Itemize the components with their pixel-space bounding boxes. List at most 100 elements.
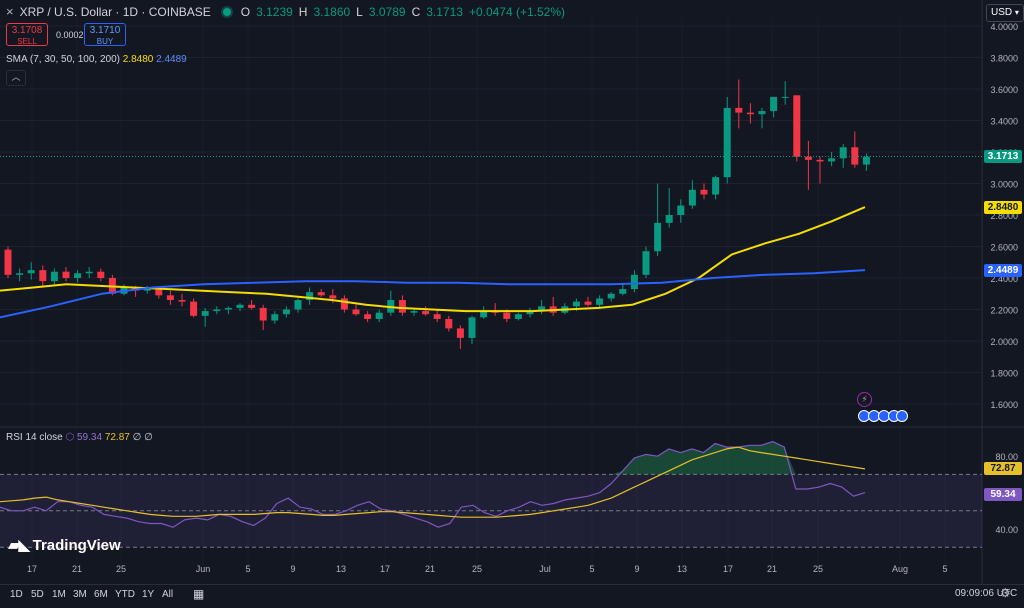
sma-legend-name: SMA (7, 30, 50, 100, 200)	[6, 54, 120, 65]
candle-body	[688, 189, 696, 206]
candle-body	[143, 289, 151, 291]
sma-blue-line	[0, 269, 866, 319]
open-value: 3.1239	[256, 4, 293, 19]
tradingview-logo[interactable]: ▰◣ TradingView	[8, 535, 121, 555]
gear-icon[interactable]: ⚙	[1000, 586, 1011, 600]
price-tick-label: 2.2000	[990, 306, 1018, 316]
candle-body	[538, 306, 546, 312]
candle-body	[445, 318, 453, 329]
rsi-line	[0, 441, 866, 528]
candlestick-series	[4, 79, 870, 349]
price-tick-label: 4.0000	[990, 22, 1018, 32]
candle-body	[340, 298, 348, 310]
rsi-pane: 80.00 40.00	[0, 452, 1018, 548]
candle-body	[839, 147, 847, 159]
price-tick-label: 2.8000	[990, 211, 1018, 221]
sell-price: 3.1708	[11, 25, 43, 36]
time-tick-label: 9	[290, 564, 295, 574]
candle-body	[433, 314, 441, 319]
rsi-settings-icon[interactable]: ⬡	[65, 432, 75, 443]
time-tick-label: 21	[425, 564, 435, 574]
candle-body	[39, 270, 47, 282]
time-tick-label: 17	[723, 564, 733, 574]
rsi-legend[interactable]: RSI 14 close ⬡ 59.34 72.87 ∅ ∅	[6, 432, 153, 443]
timeframe-all[interactable]: All	[162, 589, 174, 600]
rsi-legend-extra: ∅ ∅	[132, 432, 153, 443]
time-tick-label: 5	[942, 564, 947, 574]
candle-body	[422, 311, 430, 315]
candle-body	[155, 289, 163, 296]
high-value: 3.1860	[313, 4, 351, 19]
sma-legend[interactable]: SMA (7, 30, 50, 100, 200) 2.8480 2.4489	[6, 54, 187, 65]
candle-body	[781, 96, 789, 98]
price-axis: 4.00003.80003.60003.40003.20003.00002.80…	[990, 22, 1018, 410]
candle-body	[213, 309, 221, 312]
candle-body	[317, 292, 325, 296]
candle-body	[642, 251, 650, 275]
low-label: L	[356, 4, 363, 19]
rsi-ma-line	[0, 446, 866, 518]
candle-body	[572, 301, 580, 307]
candle-body	[677, 205, 685, 215]
sell-button[interactable]: 3.1708 SELL	[6, 23, 48, 46]
timeframe-1d[interactable]: 1D	[10, 589, 23, 600]
lightning-icon[interactable]: ⚡	[857, 392, 872, 407]
candle-body	[804, 156, 812, 160]
candle-body	[259, 307, 267, 321]
candle-body	[596, 298, 604, 305]
rsi-overbought-fill	[0, 441, 865, 475]
candle-body	[654, 222, 662, 252]
candle-body	[468, 317, 476, 338]
rsi-ma-legend-value: 72.87	[104, 432, 130, 443]
time-tick-label: 25	[116, 564, 126, 574]
sma-yellow-line	[0, 206, 866, 313]
time-tick-label: 5	[245, 564, 250, 574]
tradingview-logo-text: TradingView	[32, 536, 121, 554]
candle-body	[851, 147, 859, 165]
candle-body	[364, 314, 372, 319]
price-tick-label: 3.0000	[990, 180, 1018, 190]
time-tick-label: Aug	[892, 564, 908, 574]
calendar-icon[interactable]: ▦	[193, 587, 205, 601]
candle-body	[16, 273, 24, 275]
candle-body	[480, 311, 488, 318]
currency-selector[interactable]: USD ▾	[986, 4, 1024, 22]
sell-label: SELL	[17, 37, 37, 46]
close-label: C	[411, 4, 421, 19]
timeframe-1y[interactable]: 1Y	[142, 589, 155, 600]
close-icon[interactable]: ×	[6, 4, 14, 19]
candle-body	[630, 274, 638, 290]
timeframe-1m[interactable]: 1M	[52, 589, 66, 600]
bottom-toolbar: 1D 5D 1M 3M 6M YTD 1Y All	[0, 584, 1024, 608]
rsi-tick-label: 80.00	[995, 452, 1018, 462]
time-tick-label: 13	[677, 564, 687, 574]
candle-body	[828, 158, 836, 162]
candle-body	[85, 271, 93, 274]
candle-body	[665, 215, 673, 223]
sma-lines	[0, 206, 866, 319]
collapse-legend-button[interactable]: ︿	[6, 70, 26, 86]
candle-body	[700, 189, 708, 195]
candle-body	[201, 311, 209, 316]
timeframe-6m[interactable]: 6M	[94, 589, 108, 600]
event-icon[interactable]	[896, 410, 908, 422]
candle-body	[514, 314, 522, 319]
buy-button[interactable]: 3.1710 BUY	[84, 23, 126, 46]
spread-value: 0.0002	[56, 30, 84, 40]
timeframe-5d[interactable]: 5D	[31, 589, 44, 600]
timeframe-ytd[interactable]: YTD	[115, 589, 135, 600]
clock[interactable]: 09:09:06 UTC	[955, 588, 1018, 599]
candle-body	[607, 293, 615, 299]
symbol-title[interactable]: XRP / U.S. Dollar · 1D · COINBASE	[19, 4, 211, 19]
price-tick-label: 2.6000	[990, 243, 1018, 253]
timeframe-3m[interactable]: 3M	[73, 589, 87, 600]
candle-body	[584, 301, 592, 305]
time-tick-label: 21	[767, 564, 777, 574]
candle-body	[503, 312, 511, 319]
sma-blue-tag: 2.4489	[984, 264, 1022, 277]
candle-body	[793, 95, 801, 157]
candle-body	[712, 177, 720, 195]
candle-body	[74, 273, 82, 278]
time-tick-label: Jun	[196, 564, 211, 574]
